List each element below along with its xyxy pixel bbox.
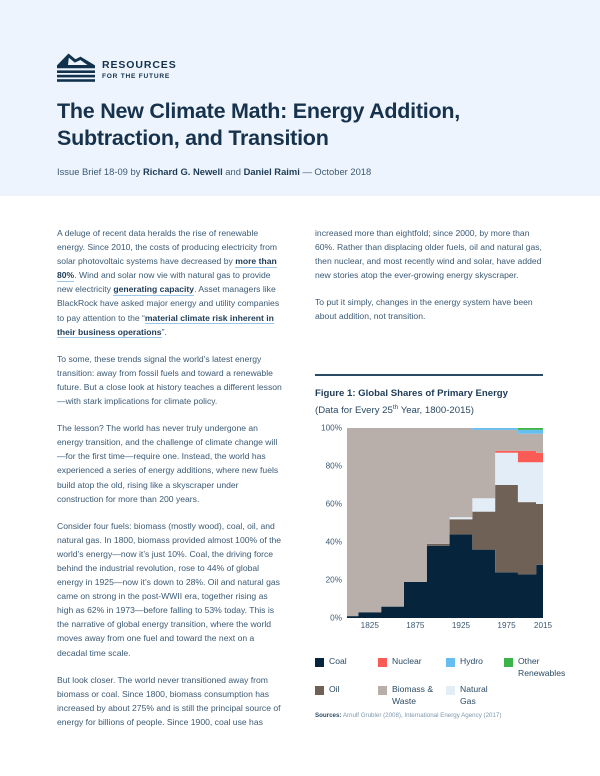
figure-divider	[315, 374, 543, 376]
figure-1: Figure 1: Global Shares of Primary Energ…	[315, 374, 552, 637]
x-axis: 1825 1875 1925 1975 2015	[347, 621, 552, 637]
figure-subtitle-b: Year, 1800-2015)	[398, 404, 474, 416]
legend-swatch-icon	[315, 685, 324, 695]
legend-item: Coal	[315, 656, 378, 679]
legend-swatch-icon	[378, 685, 387, 695]
legend-swatch-icon	[378, 657, 387, 667]
byline-prefix: Issue Brief 18-09 by	[57, 166, 143, 177]
area-series-natural-gas	[347, 452, 543, 617]
author-name-2: Daniel Raimi	[243, 166, 300, 177]
legend-label: Biomass & Waste	[392, 684, 434, 706]
chart-plot	[347, 428, 543, 619]
area-series-oil	[347, 485, 543, 617]
legend-label: Oil	[329, 684, 340, 695]
paragraph-2: To some, these trends signal the world’s…	[57, 353, 282, 407]
chart-area: 0% 20% 40% 60% 80% 100% 1825 1875 1925 1975 2015	[315, 424, 552, 637]
p1-text-d: ”.	[161, 326, 167, 337]
x-axis-tick: 1875	[406, 621, 425, 631]
byline-join: and	[222, 166, 244, 177]
figure-subtitle: (Data for Every 25th Year, 1800-2015)	[315, 401, 543, 418]
link-more-than-80[interactable]: more than 80%	[57, 256, 277, 282]
body-column-left: A deluge of recent data heralds the rise…	[57, 226, 285, 742]
paragraph-6: increased more than eightfold; since 200…	[315, 228, 542, 281]
area-series-biomass-waste	[347, 428, 543, 617]
x-axis-tick: 2015	[533, 621, 553, 631]
y-axis-tick: 20%	[325, 575, 342, 585]
legend-label: Nuclear	[392, 656, 422, 666]
page-title: The New Climate Math: Energy Addition, S…	[57, 99, 461, 150]
area-series-hydro	[347, 428, 543, 434]
legend-label: Coal	[329, 656, 347, 666]
x-axis-tick: 1825	[360, 621, 379, 631]
legend-swatch-icon	[446, 657, 455, 667]
brand-name-secondary: FOR THE FUTURE	[102, 73, 171, 80]
legend-label: Natural Gas	[460, 684, 488, 706]
link-generating-capacity[interactable]: generating capacity	[113, 284, 195, 296]
legend-item: Other Renewables	[504, 656, 565, 679]
paragraph-1: A deluge of recent data heralds the rise…	[57, 226, 285, 339]
y-axis-tick: 40%	[325, 537, 342, 547]
figure-subtitle-sup: th	[392, 403, 399, 411]
body-column-right: increased more than eightfold; since 200…	[315, 226, 543, 337]
brand-name-primary: RESOURCES	[102, 59, 177, 71]
sources-label: Sources:	[315, 712, 342, 719]
mountain-logo-icon	[57, 53, 95, 82]
legend-label: Hydro	[460, 656, 483, 666]
legend-swatch-icon	[504, 657, 513, 667]
p1-text-c: . Asset managers like BlackRock have ask…	[57, 284, 280, 323]
y-axis-tick: 60%	[325, 499, 342, 509]
paragraph-7: To put it simply, changes in the energy …	[315, 297, 533, 322]
paragraph-5: But look closer. The world never transit…	[57, 674, 281, 727]
brand-logo-text: RESOURCES FOR THE FUTURE	[102, 59, 177, 82]
legend-swatch-icon	[446, 685, 455, 695]
figure-sources: Sources: Arnulf Grubler (2008), Internat…	[315, 711, 555, 720]
byline-suffix: — October 2018	[299, 166, 372, 177]
legend-swatch-icon	[315, 657, 324, 667]
legend-item: Hydro	[446, 656, 504, 679]
chart-legend: Coal Nuclear Hydro Other Renewables Oil Bioma…	[315, 656, 565, 707]
y-axis: 0% 20% 40% 60% 80% 100%	[315, 424, 345, 623]
paragraph-3: The lesson? The world has never truly un…	[57, 423, 279, 504]
legend-item: Biomass & Waste	[378, 684, 446, 707]
area-series-other-renewables	[347, 428, 543, 431]
header-band: RESOURCES FOR THE FUTURE The New Climate…	[0, 0, 600, 196]
link-material-climate-risk[interactable]: material climate risk inherent in their …	[57, 312, 274, 339]
x-axis-tick: 1975	[497, 621, 516, 631]
sources-text: Arnulf Grubler (2008), International Ene…	[341, 712, 502, 719]
figure-subtitle-a: (Data for Every 25	[315, 404, 393, 416]
legend-item: Nuclear	[378, 656, 446, 679]
y-axis-tick: 80%	[325, 461, 342, 471]
paragraph-4: Consider four fuels: biomass (mostly woo…	[57, 520, 282, 658]
legend-label: Other Renewables	[518, 656, 566, 678]
y-axis-tick: 0%	[330, 613, 342, 623]
legend-item: Oil	[315, 684, 378, 707]
area-series-coal	[347, 534, 543, 619]
brand-logo[interactable]: RESOURCES FOR THE FUTURE	[57, 52, 177, 82]
stacked-area-svg	[347, 428, 543, 619]
author-name-1: Richard G. Newell	[142, 166, 223, 177]
x-axis-tick: 1925	[451, 621, 471, 631]
p1-text-b: . Wind and solar now vie with natural ga…	[57, 270, 271, 295]
y-axis-tick: 100%	[321, 423, 342, 433]
p1-text-a: A deluge of recent data heralds the rise…	[57, 228, 278, 267]
legend-item: Natural Gas	[446, 684, 504, 707]
figure-title: Figure 1: Global Shares of Primary Energ…	[315, 388, 508, 399]
byline: Issue Brief 18-09 by Richard G. Newell a…	[57, 165, 557, 178]
